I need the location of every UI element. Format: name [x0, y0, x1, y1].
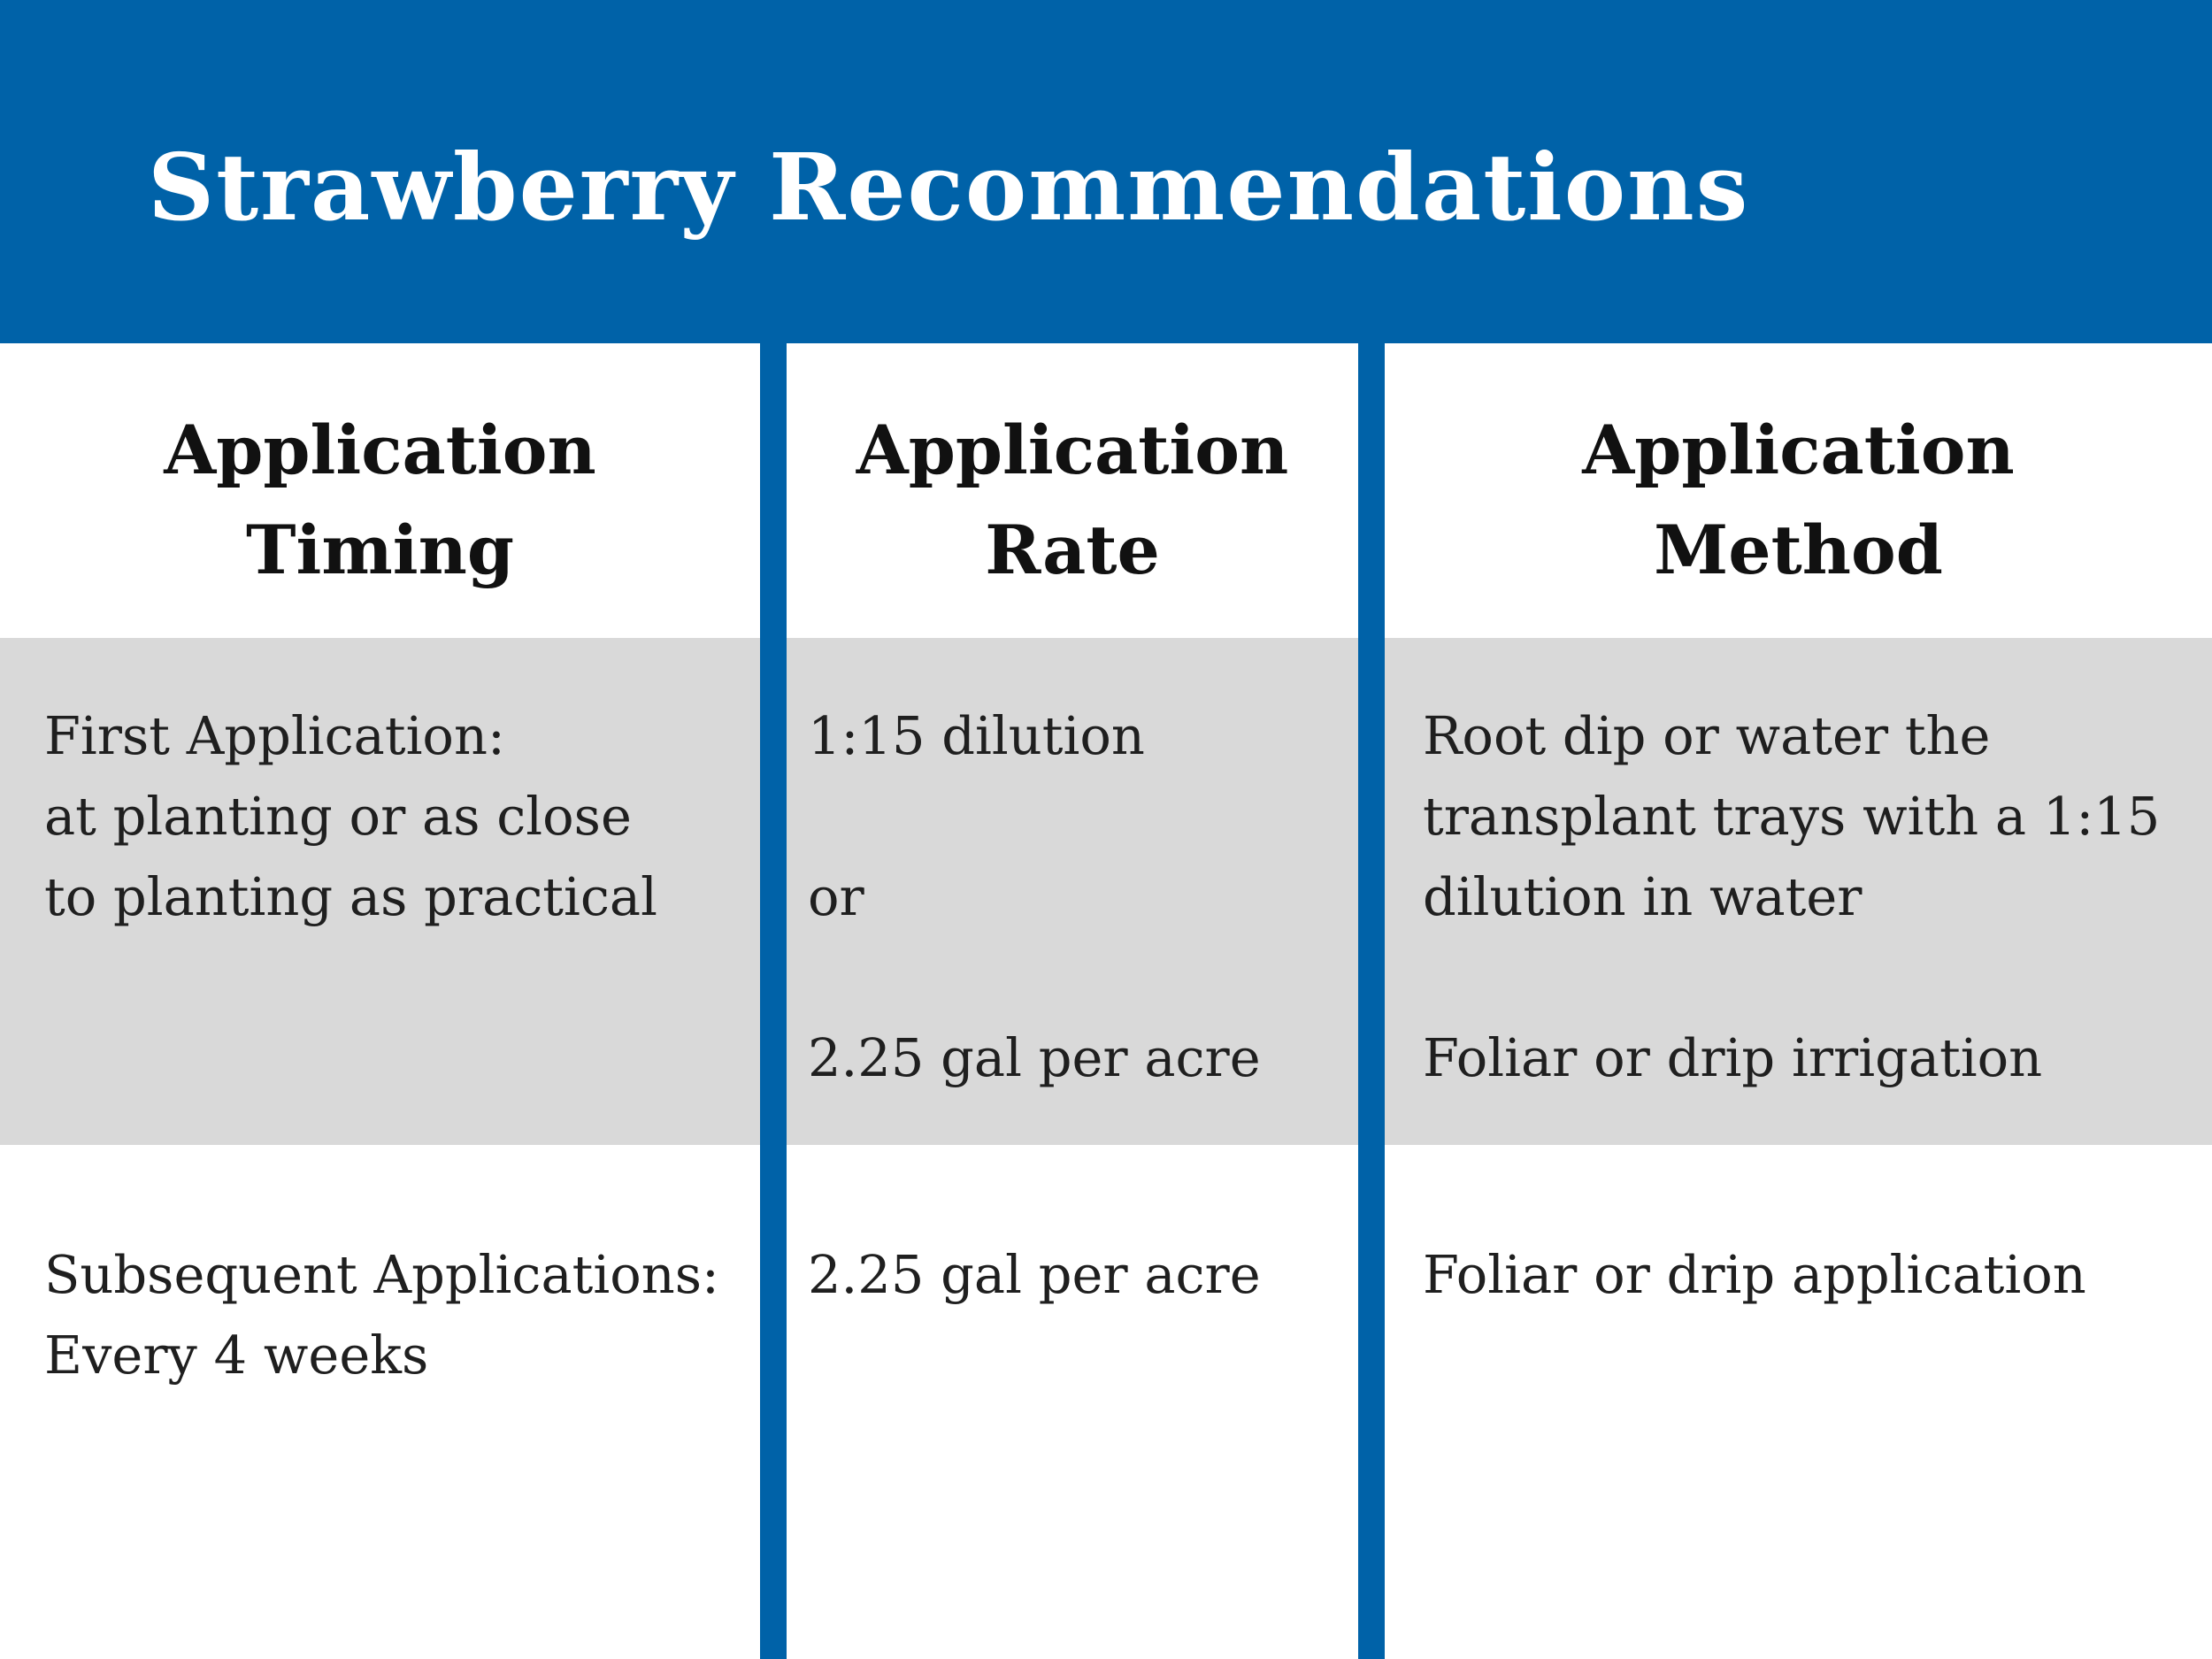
- column-header-rate-line2: Rate: [985, 511, 1160, 589]
- column-header-method-line1: Application: [1582, 411, 2015, 489]
- header-band: Strawberry Recommendations: [0, 0, 2212, 343]
- cell-text-line: at planting or as close: [44, 786, 632, 847]
- cell-subsequent-applications-rate: 2.25 gal per acre: [808, 1234, 1261, 1315]
- cell-text-line: or: [808, 866, 864, 927]
- cell-first-application-rate: 1:15 dilution or 2.25 gal per acre: [808, 695, 1261, 1098]
- cell-first-application-method: Root dip or water the transplant trays w…: [1423, 695, 2160, 1098]
- cell-text-line: Root dip or water the: [1423, 705, 1991, 766]
- cell-text-line: transplant trays with a 1:15: [1423, 786, 2161, 847]
- column-header-timing: Application Timing: [0, 400, 760, 600]
- cell-text-line: 2.25 gal per acre: [808, 1027, 1261, 1088]
- column-header-rate-line1: Application: [856, 411, 1289, 489]
- page-title: Strawberry Recommendations: [148, 133, 1750, 242]
- cell-text-line: Foliar or drip application: [1423, 1244, 2086, 1305]
- cell-text-line: Foliar or drip irrigation: [1423, 1027, 2043, 1088]
- cell-subsequent-applications-timing: Subsequent Applications: Every 4 weeks: [44, 1234, 719, 1395]
- cell-text-line: 2.25 gal per acre: [808, 1244, 1261, 1305]
- column-header-method-line2: Method: [1654, 511, 1943, 589]
- column-divider-left: [760, 343, 787, 1659]
- cell-text-line: Subsequent Applications:: [44, 1244, 719, 1305]
- column-header-timing-line1: Application: [164, 411, 596, 489]
- cell-text-line: dilution in water: [1423, 866, 1863, 927]
- cell-subsequent-applications-method: Foliar or drip application: [1423, 1234, 2086, 1315]
- cell-text-line: [808, 937, 1261, 1018]
- cell-text-line: [1423, 937, 2160, 1018]
- column-header-method: Application Method: [1385, 400, 2212, 600]
- cell-text-line: 1:15 dilution: [808, 705, 1145, 766]
- column-header-timing-line2: Timing: [245, 511, 515, 589]
- row-band-first-application: [0, 638, 2212, 1145]
- column-header-rate: Application Rate: [787, 400, 1358, 600]
- cell-text-line: First Application:: [44, 705, 505, 766]
- cell-first-application-timing: First Application: at planting or as clo…: [44, 695, 657, 937]
- cell-text-line: to planting as practical: [44, 866, 657, 927]
- cell-text-line: Every 4 weeks: [44, 1325, 429, 1386]
- column-divider-right: [1358, 343, 1385, 1659]
- cell-text-line: [808, 776, 1261, 856]
